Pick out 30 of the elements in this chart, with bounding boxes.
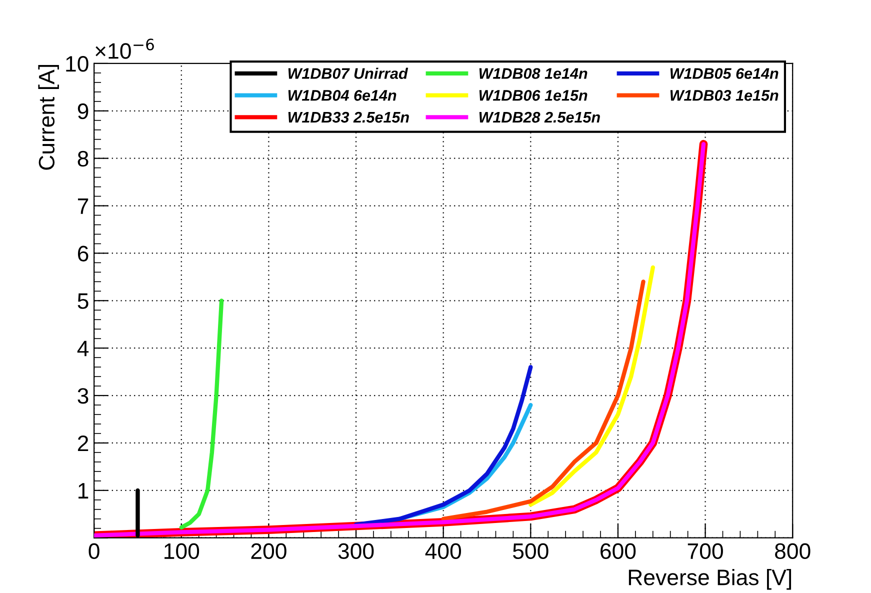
y-tick-label: 3 [78, 388, 88, 404]
x-tick-label: 300 [338, 543, 374, 560]
y-tick-label: 8 [78, 150, 88, 167]
y-tick-label: 5 [78, 293, 88, 309]
x-tick-label: 600 [600, 543, 636, 560]
legend-label: W1DB04 6e14n [288, 90, 396, 101]
x-tick-label: 400 [425, 543, 462, 560]
y-tick-label: 2 [78, 436, 88, 452]
legend-label: W1DB28 2.5e15n [479, 112, 600, 123]
y-tick-label: 6 [78, 246, 88, 262]
x-tick-label: 200 [251, 543, 286, 560]
y-tick-label: 10 [66, 56, 88, 72]
x-tick-label: 700 [688, 543, 723, 560]
y-tick-label: 9 [78, 103, 88, 120]
legend-label: W1DB05 6e14n [670, 68, 778, 79]
legend-label: W1DB33 2.5e15n [288, 112, 409, 123]
y-tick-label: 7 [78, 198, 88, 214]
y-tick-label: 1 [78, 483, 88, 498]
text: ×10$^{−6}$ [96, 38, 154, 59]
x-axis-title: Reverse Bias [V] [628, 568, 792, 590]
legend-label: W1DB08 1e14n [479, 68, 588, 79]
y-tick-label: 4 [77, 340, 89, 356]
x-tick-label: 500 [513, 543, 548, 560]
x-tick-label: 800 [775, 543, 810, 560]
y-axis-title: Current [A] [38, 65, 59, 170]
legend-label: W1DB03 1e15n [670, 90, 778, 101]
legend-label: W1DB07 Unirrad [288, 68, 408, 79]
x-tick-label: 100 [164, 543, 200, 560]
legend-label: W1DB06 1e15n [479, 90, 588, 101]
x-tick-label: 0 [88, 543, 100, 560]
